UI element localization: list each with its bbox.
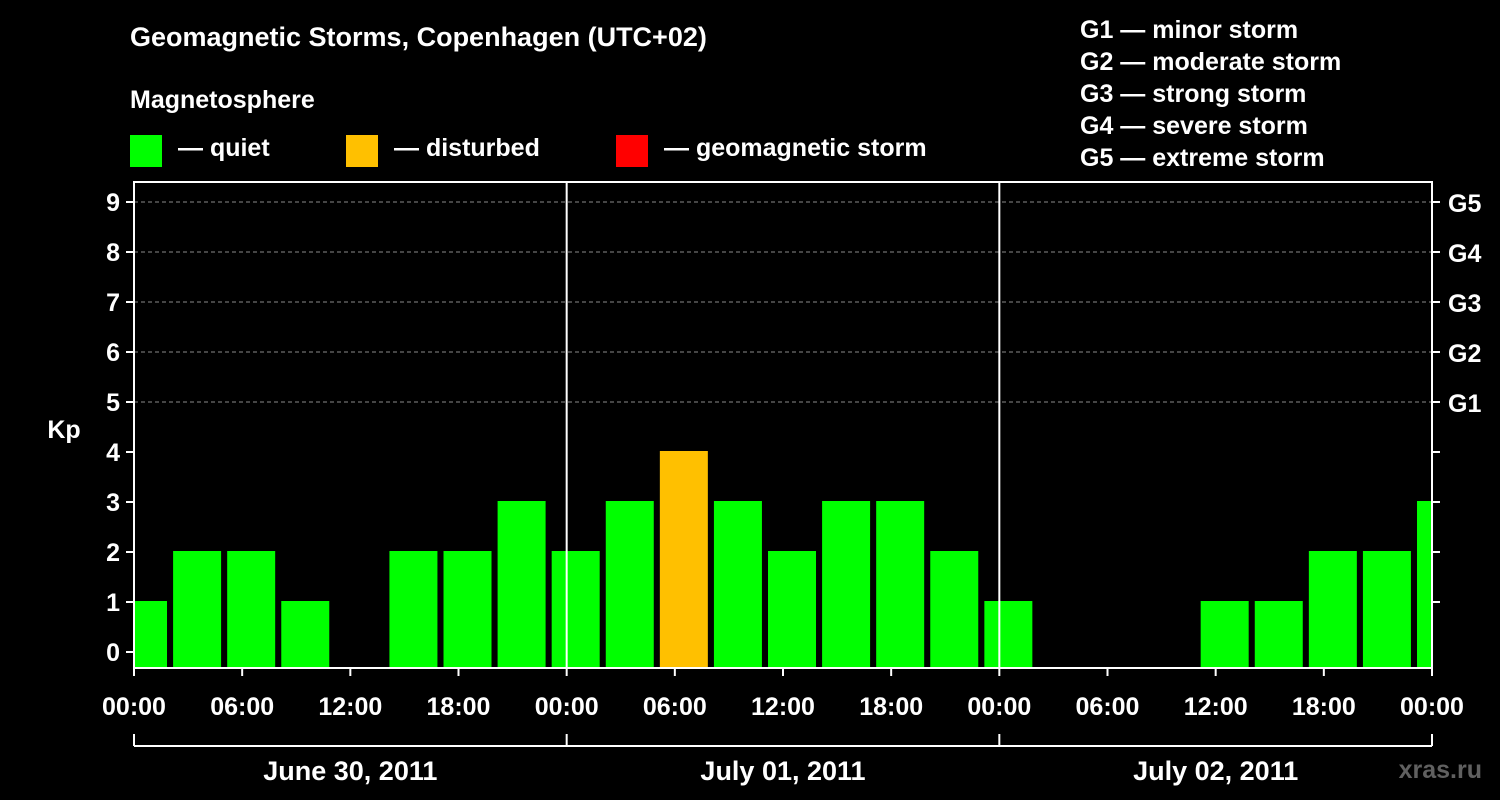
right-tick-label-g2: G2 (1448, 340, 1481, 368)
bar-21 (1254, 601, 1303, 668)
x-tick-label-2: 12:00 (318, 693, 382, 721)
x-tick-label-8: 00:00 (967, 693, 1031, 721)
right-tick-label-g5: G5 (1448, 190, 1481, 218)
legend-label-disturbed: — disturbed (394, 134, 540, 162)
x-tick-label-0: 00:00 (102, 693, 166, 721)
right-tick-label-g1: G1 (1448, 390, 1481, 418)
x-tick-label-10: 12:00 (1184, 693, 1248, 721)
date-label-1: July 01, 2011 (700, 756, 865, 786)
legend-label-storm: — geomagnetic storm (664, 134, 927, 162)
date-label-0: June 30, 2011 (263, 756, 437, 786)
y-tick-label-6: 6 (106, 339, 120, 367)
axes: 0 1 2 3 4 5 6 7 8 9 G1 G2 G3 G4 G5 Kp 00:00 06:00 12:00 18:… (47, 181, 1481, 786)
bar-0 (135, 601, 168, 668)
y-tick-label-1: 1 (106, 589, 120, 617)
right-tick-label-g3: G3 (1448, 290, 1481, 318)
grid-lines (134, 201, 1432, 403)
y-tick-label-7: 7 (106, 289, 120, 317)
x-tick-label-11: 18:00 (1292, 693, 1356, 721)
bar-3 (281, 601, 330, 668)
bar-16 (984, 601, 1033, 668)
storm-scale-g3: G3 — strong storm (1080, 80, 1307, 108)
bar-6 (443, 551, 492, 668)
y-tick-label-9: 9 (106, 189, 120, 217)
x-tick-label-7: 18:00 (859, 693, 923, 721)
storm-scale-g1: G1 — minor storm (1080, 16, 1299, 44)
x-tick-label-5: 06:00 (643, 693, 707, 721)
bar-10 (659, 451, 708, 668)
bars (135, 451, 1431, 668)
legend-swatch-storm (616, 135, 648, 167)
x-tick-label-4: 00:00 (535, 693, 599, 721)
bar-series (135, 451, 1431, 668)
bar-9 (605, 501, 654, 668)
y-tick-label-8: 8 (106, 239, 120, 267)
bar-23 (1362, 551, 1411, 668)
date-label-2: July 02, 2011 (1133, 756, 1298, 786)
y-tick-label-4: 4 (106, 439, 120, 467)
bar-11 (713, 501, 762, 668)
x-tick-label-6: 12:00 (751, 693, 815, 721)
bar-12 (768, 551, 817, 668)
bar-7 (497, 501, 546, 668)
chart-title: Geomagnetic Storms, Copenhagen (UTC+02) (130, 22, 707, 52)
storm-scale-g4: G4 — severe storm (1080, 112, 1308, 140)
x-tick-label-1: 06:00 (210, 693, 274, 721)
x-tick-label-3: 18:00 (427, 693, 491, 721)
y-tick-label-2: 2 (106, 539, 120, 567)
bar-15 (930, 551, 979, 668)
y-tick-label-3: 3 (106, 489, 120, 517)
bar-24 (1417, 501, 1431, 668)
x-tick-label-9: 06:00 (1076, 693, 1140, 721)
bar-1 (173, 551, 222, 668)
right-tick-label-g4: G4 (1448, 240, 1481, 268)
bar-5 (389, 551, 438, 668)
storm-scale-g2: G2 — moderate storm (1080, 48, 1342, 76)
bar-20 (1200, 601, 1249, 668)
legend-label-quiet: — quiet (178, 134, 270, 162)
bar-14 (876, 501, 925, 668)
bar-2 (227, 551, 276, 668)
y-tick-label-5: 5 (106, 389, 120, 417)
storm-scale-g5: G5 — extreme storm (1080, 144, 1325, 172)
watermark: xras.ru (1398, 756, 1482, 784)
bar-22 (1308, 551, 1357, 668)
bar-8 (551, 551, 600, 668)
bar-13 (822, 501, 871, 668)
x-tick-label-12: 00:00 (1400, 693, 1464, 721)
y-axis-label: Kp (47, 416, 80, 444)
legend-swatch-quiet (130, 135, 162, 167)
legend-swatch-disturbed (346, 135, 378, 167)
chart-subtitle: Magnetosphere (130, 86, 315, 114)
y-tick-label-0: 0 (106, 639, 120, 667)
